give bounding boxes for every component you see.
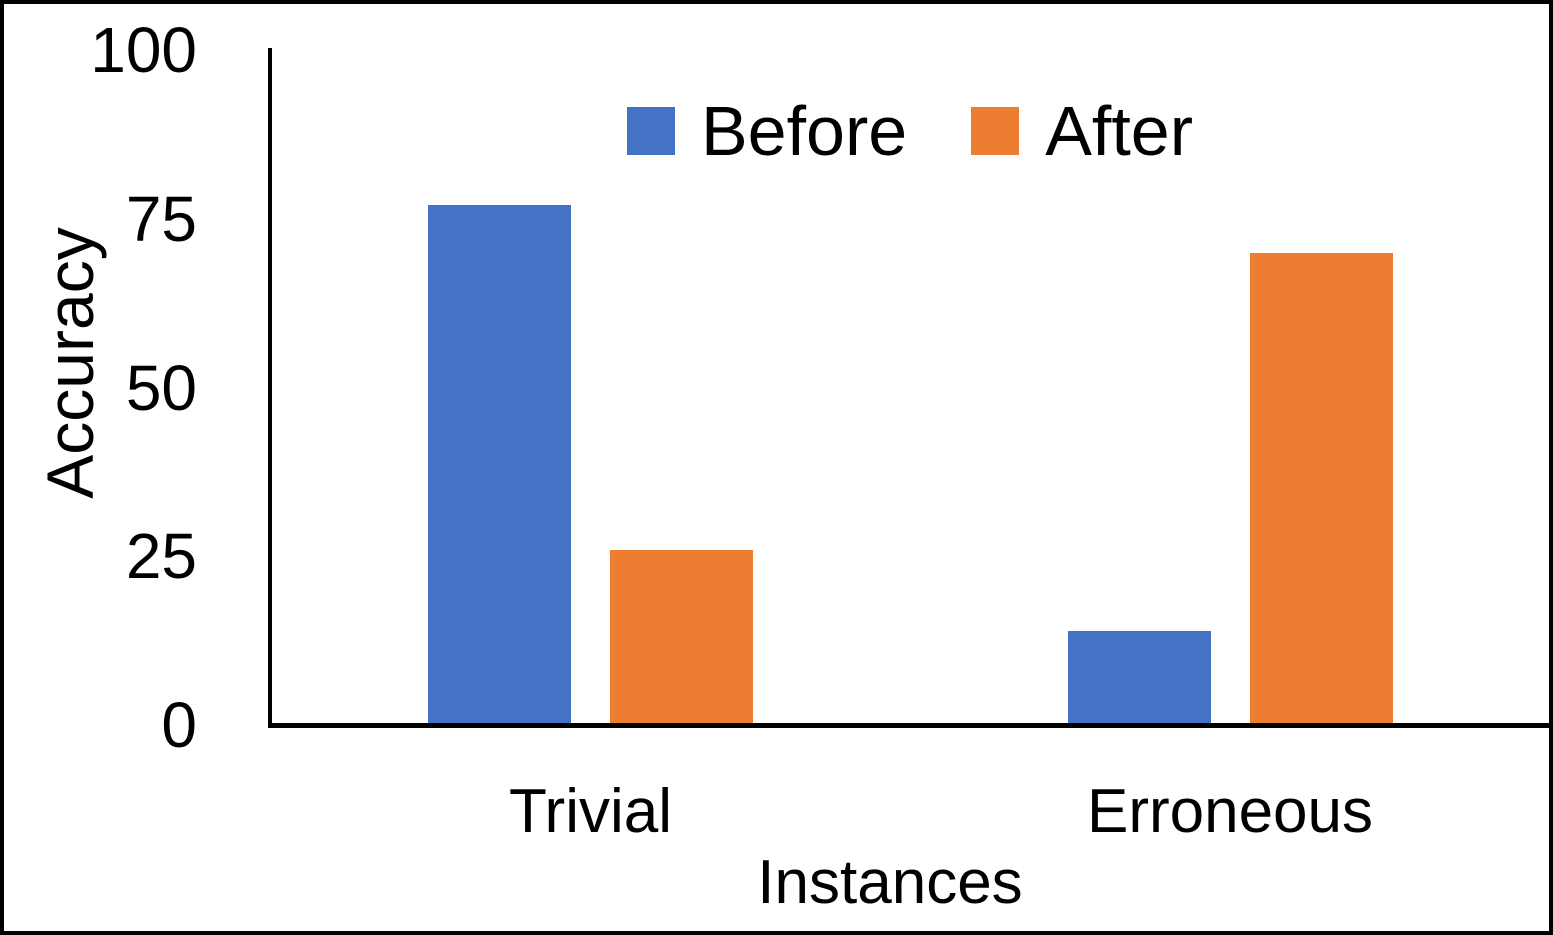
legend: Before After xyxy=(270,96,1550,166)
y-tick-label: 25 xyxy=(125,520,197,593)
x-axis-line xyxy=(268,723,1549,728)
legend-label: Before xyxy=(700,92,908,170)
x-axis-title: Instances xyxy=(757,848,1023,917)
x-category-label-erroneous: Erroneous xyxy=(1086,777,1374,846)
y-tick-label: 50 xyxy=(125,351,197,424)
legend-swatch-after xyxy=(971,107,1020,155)
y-tick-label: 100 xyxy=(90,14,197,86)
legend-item-before: Before xyxy=(626,92,908,170)
bar-trivial-after xyxy=(610,549,753,725)
bar-erroneous-before xyxy=(1067,630,1211,725)
bar-erroneous-after xyxy=(1249,252,1393,725)
bar-trivial-before xyxy=(428,205,571,725)
x-category-label-trivial: Trivial xyxy=(508,777,673,846)
y-tick-label: 75 xyxy=(125,182,197,255)
legend-item-after: After xyxy=(971,96,1193,166)
y-axis-line xyxy=(268,48,272,727)
y-tick-label: 0 xyxy=(161,689,197,761)
legend-swatch-before xyxy=(626,107,675,155)
legend-label: After xyxy=(1045,92,1194,170)
